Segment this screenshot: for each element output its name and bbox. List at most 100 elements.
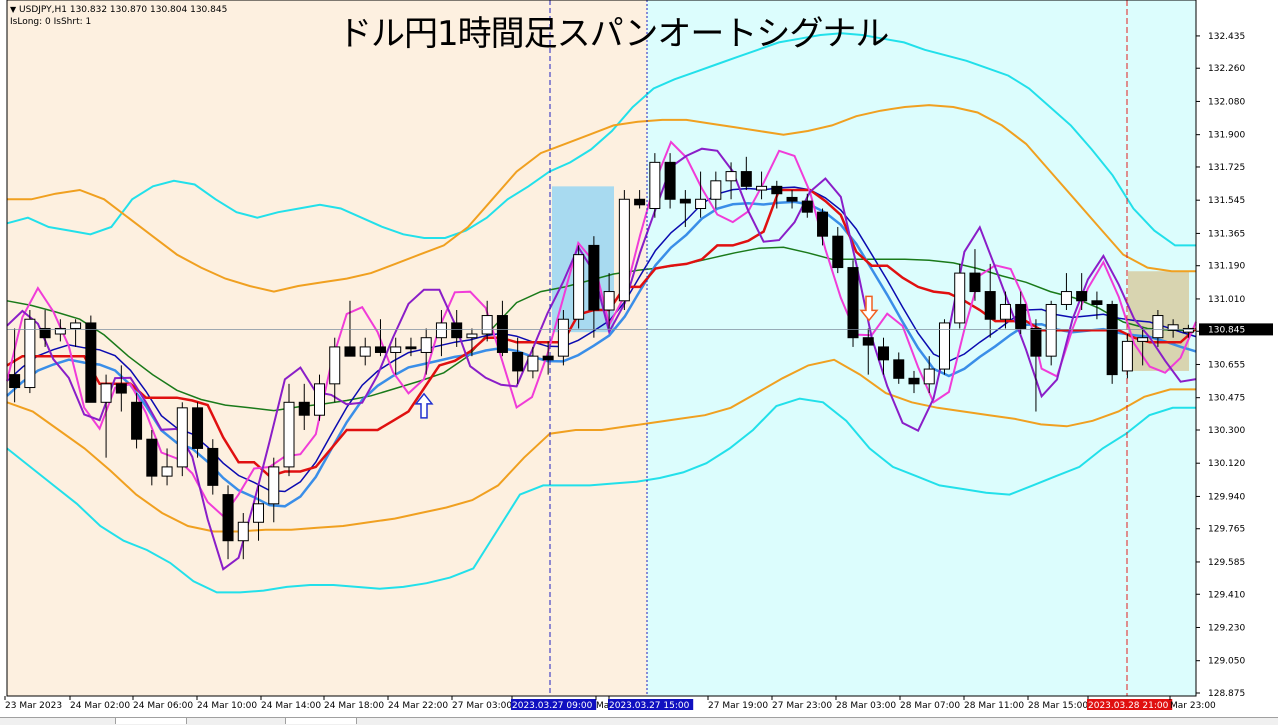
bull-candle <box>756 185 768 191</box>
bear-candle <box>85 322 97 403</box>
bear-candle <box>131 401 143 440</box>
bear-candle <box>847 267 859 339</box>
bear-candle <box>1076 291 1088 302</box>
bull-candle <box>466 333 478 339</box>
bear-candle <box>344 346 356 357</box>
x-tick-label: 2023.03.28 21:00 <box>1088 701 1169 711</box>
band-mid-upper-line <box>7 104 1196 293</box>
chart-tab[interactable] <box>115 718 187 724</box>
chart-tab-active[interactable] <box>285 718 357 724</box>
y-tick-label: 129.765 <box>1208 525 1245 535</box>
bear-candle <box>786 196 798 202</box>
x-tick-label: 28 Mar 03:00 <box>836 701 896 711</box>
span-line <box>6 200 1197 508</box>
bull-candle <box>329 346 341 385</box>
bull-candle <box>24 318 36 389</box>
x-tick-label: Mar 23:00 <box>1170 701 1216 711</box>
bull-candle <box>649 161 661 209</box>
bull-candle <box>938 322 950 370</box>
bear-candle <box>451 322 463 339</box>
bull-candle <box>1182 327 1194 333</box>
bear-candle <box>512 351 524 372</box>
bear-candle <box>115 383 127 394</box>
bull-candle <box>999 303 1011 320</box>
bull-candle <box>283 401 295 468</box>
x-tick-label: 24 Mar 18:00 <box>324 701 384 711</box>
symbol-info: ▼ USDJPY,H1 130.832 130.870 130.804 130.… <box>10 5 227 15</box>
bear-candle <box>9 374 21 389</box>
bear-candle <box>862 337 874 346</box>
bull-candle <box>313 383 325 416</box>
bull-candle <box>618 198 630 302</box>
background-session-b <box>647 0 1196 696</box>
bear-candle <box>801 200 813 213</box>
bull-candle <box>1045 303 1057 357</box>
y-tick-label: 130.300 <box>1208 426 1245 436</box>
x-tick-label: 28 Mar 07:00 <box>900 701 960 711</box>
bear-candle <box>679 198 691 204</box>
bear-candle <box>1091 300 1103 305</box>
bull-candle <box>481 315 493 335</box>
bear-candle <box>496 315 508 353</box>
bear-candle <box>984 291 996 320</box>
y-tick-label: 130.475 <box>1208 394 1245 404</box>
x-tick-label: 23 Mar 2023 <box>5 701 62 711</box>
down-arrow-icon <box>859 295 879 322</box>
bear-candle <box>969 272 981 293</box>
bull-candle <box>1060 291 1072 305</box>
bear-candle <box>39 327 51 339</box>
signal-status: IsLong: 0 IsShrt: 1 <box>10 17 92 27</box>
x-tick-label: 27 Mar 03:00 <box>452 701 512 711</box>
bear-candle <box>374 346 386 353</box>
y-tick-label: 131.190 <box>1208 262 1245 272</box>
y-tick-label: 131.365 <box>1208 229 1245 239</box>
bear-candle <box>740 171 752 187</box>
bull-candle <box>527 355 539 372</box>
bear-candle <box>405 346 417 350</box>
x-tick-label: Ma <box>596 701 609 711</box>
y-tick-label: 129.585 <box>1208 558 1245 568</box>
bull-candle <box>1152 315 1164 339</box>
bull-candle <box>100 383 112 403</box>
up-arrow-icon <box>414 392 434 419</box>
bear-candle <box>542 355 554 361</box>
current-price-label: 130.845 <box>1208 325 1245 335</box>
bull-candle <box>954 272 966 324</box>
y-tick-label: 132.260 <box>1208 64 1245 74</box>
bull-candle <box>359 346 371 357</box>
bear-candle <box>588 244 600 311</box>
bull-candle <box>557 318 569 357</box>
bull-candle <box>268 466 280 505</box>
band-mid-lower-line <box>6 358 1196 533</box>
bear-candle <box>298 401 310 416</box>
bear-candle <box>1030 327 1042 357</box>
oscillator-magenta-line <box>6 140 1197 518</box>
bear-candle <box>908 377 920 385</box>
bear-candle <box>771 185 783 195</box>
bear-candle <box>1106 303 1118 376</box>
triangle-down-icon[interactable]: ▼ <box>10 5 17 14</box>
bull-candle <box>710 180 722 200</box>
x-tick-label: 28 Mar 15:00 <box>1028 701 1088 711</box>
y-tick-label: 129.230 <box>1208 623 1245 633</box>
y-tick-label: 132.435 <box>1208 32 1245 42</box>
bull-candle <box>54 327 66 335</box>
band-outer-upper-line <box>6 32 1196 247</box>
y-tick-label: 132.080 <box>1208 97 1245 107</box>
bear-candle <box>146 438 158 477</box>
bull-candle <box>923 368 935 385</box>
bull-candle <box>435 322 447 339</box>
baseline-red-line <box>6 188 1197 478</box>
bull-candle <box>1137 337 1149 342</box>
bear-candle <box>664 161 676 200</box>
y-tick-label: 130.120 <box>1208 459 1245 469</box>
x-tick-label: 2023.03.27 09:00 <box>512 701 593 711</box>
y-tick-label: 130.655 <box>1208 360 1245 370</box>
symbol-info-text: USDJPY,H1 130.832 130.870 130.804 130.84… <box>19 5 228 15</box>
x-tick-label: 24 Mar 14:00 <box>261 701 321 711</box>
bear-candle <box>634 198 646 206</box>
bear-candle <box>1015 303 1027 329</box>
bull-candle <box>603 291 615 311</box>
